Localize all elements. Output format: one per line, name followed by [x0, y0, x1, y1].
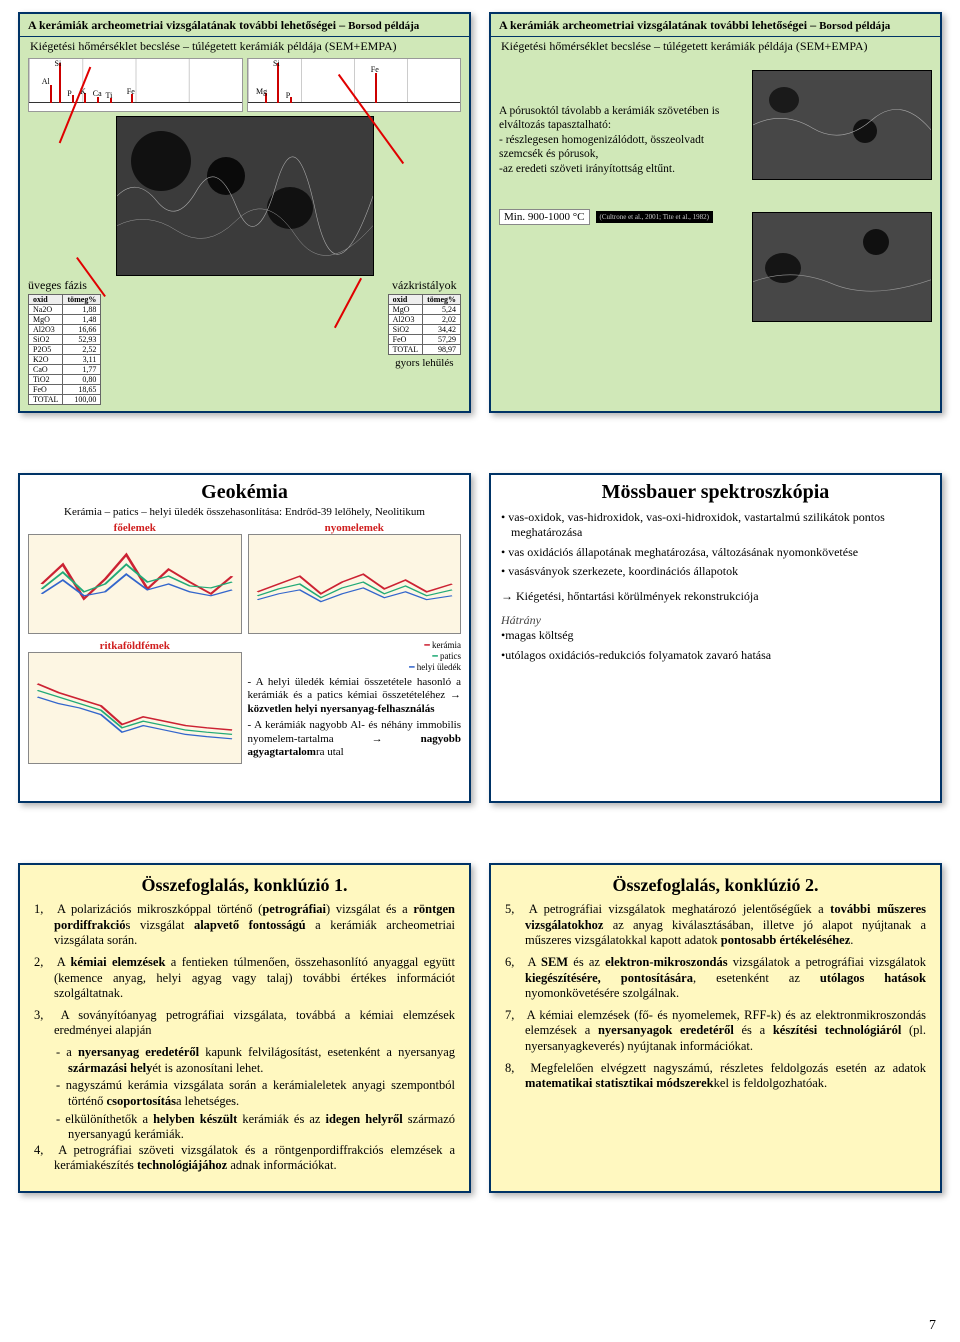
ritkafoldfemek-chart: [28, 652, 242, 764]
mossbauer-bullet: • vasásványok szerkezete, koordinációs á…: [501, 564, 930, 579]
page-number: 7: [929, 1318, 936, 1334]
konkl1-subitem: - elkülöníthetők a helyben készült kerám…: [34, 1112, 455, 1143]
slide-subtitle: Kiégetési hőmérséklet becslése – túléget…: [20, 37, 469, 58]
legend-uledek: helyi üledék: [417, 662, 461, 672]
sem-image-top: [752, 70, 932, 180]
title-minor: Borsod példája: [348, 20, 419, 32]
slide-borsod-sem-2: A kerámiák archeometriai vizsgálatának t…: [489, 12, 942, 413]
slide-subtitle: Kiégetési hőmérséklet becslése – túléget…: [491, 37, 940, 58]
slide-title: A kerámiák archeometriai vizsgálatának t…: [491, 14, 940, 37]
porusok-line: A pórusoktól távolabb a kerámiák szöveté…: [499, 104, 739, 133]
konkl2-item: 5, A petrográfiai vizsgálatok meghatároz…: [505, 902, 926, 949]
uveges-caption: üveges fázis: [28, 278, 101, 293]
mossbauer-hatrany-title: Hátrány: [501, 613, 930, 628]
row-1: A kerámiák archeometriai vizsgálatának t…: [18, 12, 942, 413]
min-temp-row: Min. 900-1000 °C (Cultrone et al., 2001;…: [499, 209, 713, 225]
geokemia-subtitle: Kerámia – patics – helyi üledék összehas…: [20, 506, 469, 522]
konkl1-item: 2, A kémiai elemzések a fentieken túlmen…: [34, 955, 455, 1002]
gyors-label: gyors lehűlés: [388, 357, 461, 369]
row-3: Összefoglalás, konklúzió 1. 1, A polariz…: [18, 863, 942, 1193]
geokemia-conclusion-line: - A helyi üledék kémiai összetétele haso…: [248, 676, 462, 716]
mossbauer-title: Mössbauer spektroszkópia: [491, 475, 940, 506]
konkl2-title: Összefoglalás, konklúzió 2.: [491, 865, 940, 902]
vazkr-block: vázkristályok oxidtömeg%MgO5,24Al2O32,02…: [388, 278, 461, 405]
geokemia-conclusion: - A helyi üledék kémiai összetétele haso…: [248, 676, 462, 759]
peak-label: Fe: [127, 87, 135, 96]
foelemek-chart: [28, 534, 242, 634]
peak-label: Si: [273, 59, 280, 68]
mossbauer-arrow-line: → Kiégetési, hőntartási körülmények reko…: [501, 589, 930, 604]
geokemia-conclusion-line: - A kerámiák nagyobb Al- és néhány immob…: [248, 719, 462, 759]
peak-label: Ti: [106, 91, 113, 100]
geokemia-title: Geokémia: [20, 475, 469, 506]
mossbauer-hatrany-bullet: •utólagos oxidációs-redukciós folyamatok…: [501, 648, 930, 663]
konkl1-title: Összefoglalás, konklúzió 1.: [20, 865, 469, 902]
konkl1-subitem: - a nyersanyag eredetéről kapunk felvilá…: [34, 1045, 455, 1076]
peak-label: P: [67, 89, 71, 98]
slide-konkluzio-1: Összefoglalás, konklúzió 1. 1, A polariz…: [18, 863, 471, 1193]
konkl2-item: 8, Megfelelően elvégzett nagyszámú, rész…: [505, 1061, 926, 1092]
slide-konkluzio-2: Összefoglalás, konklúzió 2. 5, A petrogr…: [489, 863, 942, 1193]
citation-box: (Cultrone et al., 2001; Tite et al., 198…: [596, 211, 713, 223]
konkl2-item: 7, A kémiai elemzések (fő- és nyomelemek…: [505, 1008, 926, 1055]
sem-image: [116, 116, 374, 276]
nyomelemek-chart: [248, 534, 462, 634]
konkl2-body: 5, A petrográfiai vizsgálatok meghatároz…: [491, 902, 940, 1108]
porusok-text: A pórusoktól távolabb a kerámiák szöveté…: [499, 104, 739, 176]
peak-label: Fe: [371, 65, 379, 74]
slide-title: A kerámiák archeometriai vizsgálatának t…: [20, 14, 469, 37]
ritkafoldfemek-label: ritkaföldfémek: [28, 640, 242, 652]
konkl1-item: 1, A polarizációs mikroszkóppal történő …: [34, 902, 455, 949]
konkl1-item: 4, A petrográfiai szöveti vizsgálatok és…: [34, 1143, 455, 1174]
konkl1-subitem: - nagyszámú kerámia vizsgálata során a k…: [34, 1078, 455, 1109]
konkl1-body: 1, A polarizációs mikroszkóppal történő …: [20, 902, 469, 1190]
foelemek-label: főelemek: [28, 522, 242, 534]
vazkr-caption: vázkristályok: [388, 278, 461, 293]
mossbauer-bullet: • vas-oxidok, vas-hidroxidok, vas-oxi-hi…: [501, 510, 930, 541]
row-2: Geokémia Kerámia – patics – helyi üledék…: [18, 473, 942, 803]
chart-legend: ━ kerámia ━ patics ━ helyi üledék: [248, 640, 462, 673]
title-main: A kerámiák archeometriai vizsgálatának t…: [28, 18, 348, 32]
sem-image-bottom: [752, 212, 932, 322]
slide-geokemia: Geokémia Kerámia – patics – helyi üledék…: [18, 473, 471, 803]
slide-borsod-sem-1: A kerámiák archeometriai vizsgálatának t…: [18, 12, 471, 413]
mossbauer-bullet: • vas oxidációs állapotának meghatározás…: [501, 545, 930, 560]
konkl1-item: 3, A soványítóanyag petrográfiai vizsgál…: [34, 1008, 455, 1039]
uveges-block: üveges fázis oxidtömeg%Na2O1,88MgO1,48Al…: [28, 278, 101, 405]
vazkr-table: oxidtömeg%MgO5,24Al2O32,02SiO234,42FeO57…: [388, 294, 461, 355]
mossbauer-body: • vas-oxidok, vas-hidroxidok, vas-oxi-hi…: [491, 506, 940, 675]
title-main: A kerámiák archeometriai vizsgálatának t…: [499, 18, 819, 32]
porusok-line: -az eredeti szöveti irányítottság eltűnt…: [499, 162, 739, 176]
porusok-line: - részlegesen homogenizálódott, összeolv…: [499, 133, 739, 162]
nyomelemek-label: nyomelemek: [248, 522, 462, 534]
oxide-tables: üveges fázis oxidtömeg%Na2O1,88MgO1,48Al…: [20, 278, 469, 411]
peak-label: Al: [42, 77, 50, 86]
uveges-table: oxidtömeg%Na2O1,88MgO1,48Al2O316,66SiO25…: [28, 294, 101, 405]
title-minor: Borsod példája: [819, 20, 890, 32]
spectrum-1: Si Al P K Ca Ti Fe: [28, 58, 243, 112]
peak-label: Mg: [256, 87, 267, 96]
peak-label: P: [286, 91, 290, 100]
slide-mossbauer: Mössbauer spektroszkópia • vas-oxidok, v…: [489, 473, 942, 803]
konkl2-item: 6, A SEM és az elektron-mikroszondás viz…: [505, 955, 926, 1002]
spectra-row: Si Al P K Ca Ti Fe Si Mg P Fe: [20, 58, 469, 112]
peak-label: Si: [55, 59, 62, 68]
legend-keramia: kerámia: [432, 640, 461, 650]
min-temp-box: Min. 900-1000 °C: [499, 209, 590, 225]
legend-patics: patics: [440, 651, 461, 661]
spectrum-2: Si Mg P Fe: [247, 58, 462, 112]
peak-label: Ca: [93, 89, 102, 98]
mossbauer-hatrany-bullet: •magas költség: [501, 628, 930, 643]
